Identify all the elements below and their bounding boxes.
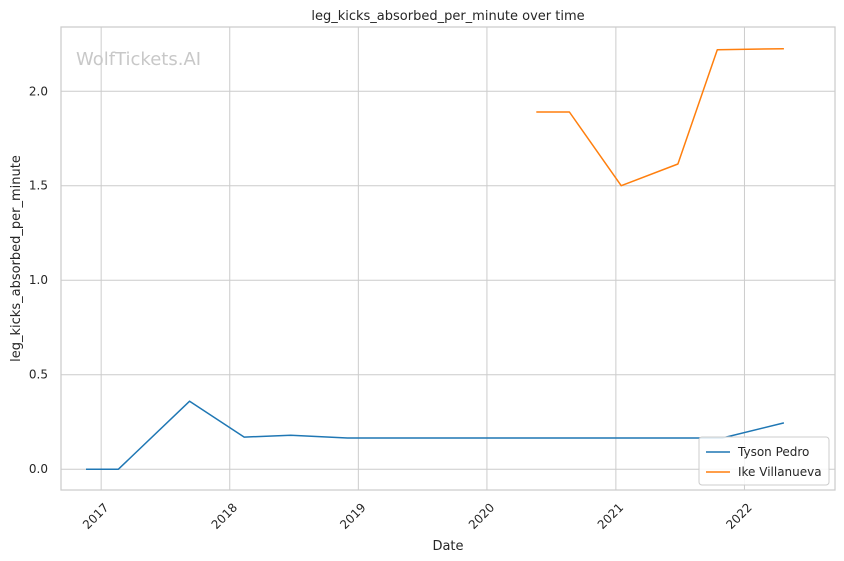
legend-box <box>698 436 830 486</box>
y-tick-label-1-0: 1.0 <box>29 273 48 287</box>
legend-label-ike-villanueva: Ike Villanueva <box>738 465 822 479</box>
watermark: WolfTickets.AI <box>76 49 201 70</box>
grid <box>61 27 835 490</box>
y-axis-ticks: 0.0 0.5 1.0 1.5 2.0 <box>29 84 48 476</box>
y-tick-label-0-5: 0.5 <box>29 368 48 382</box>
series-line-ike-villanueva <box>536 47 784 187</box>
series-line-tyson-pedro <box>86 400 785 470</box>
legend: Tyson Pedro Ike Villanueva <box>698 436 830 486</box>
y-tick-label-1-5: 1.5 <box>29 179 48 193</box>
y-tick-label-0-0: 0.0 <box>29 462 48 476</box>
x-tick-label-2019: 2019 <box>337 500 368 531</box>
x-tick-label-2017: 2017 <box>80 500 111 531</box>
y-axis-label: leg_kicks_absorbed_per_minute <box>9 155 24 362</box>
x-tick-label-2020: 2020 <box>466 500 497 531</box>
series-lines <box>86 47 785 470</box>
x-tick-label-2021: 2021 <box>595 500 626 531</box>
x-axis-label: Date <box>432 539 463 554</box>
x-tick-label-2022: 2022 <box>723 500 754 531</box>
chart-title: leg_kicks_absorbed_per_minute over time <box>311 9 584 24</box>
plot-frame <box>60 26 836 491</box>
legend-label-tyson-pedro: Tyson Pedro <box>737 445 809 459</box>
x-axis-ticks: 2017 2018 2019 2020 2021 2022 <box>80 500 755 531</box>
y-tick-label-2-0: 2.0 <box>29 84 48 98</box>
x-tick-label-2018: 2018 <box>209 500 240 531</box>
